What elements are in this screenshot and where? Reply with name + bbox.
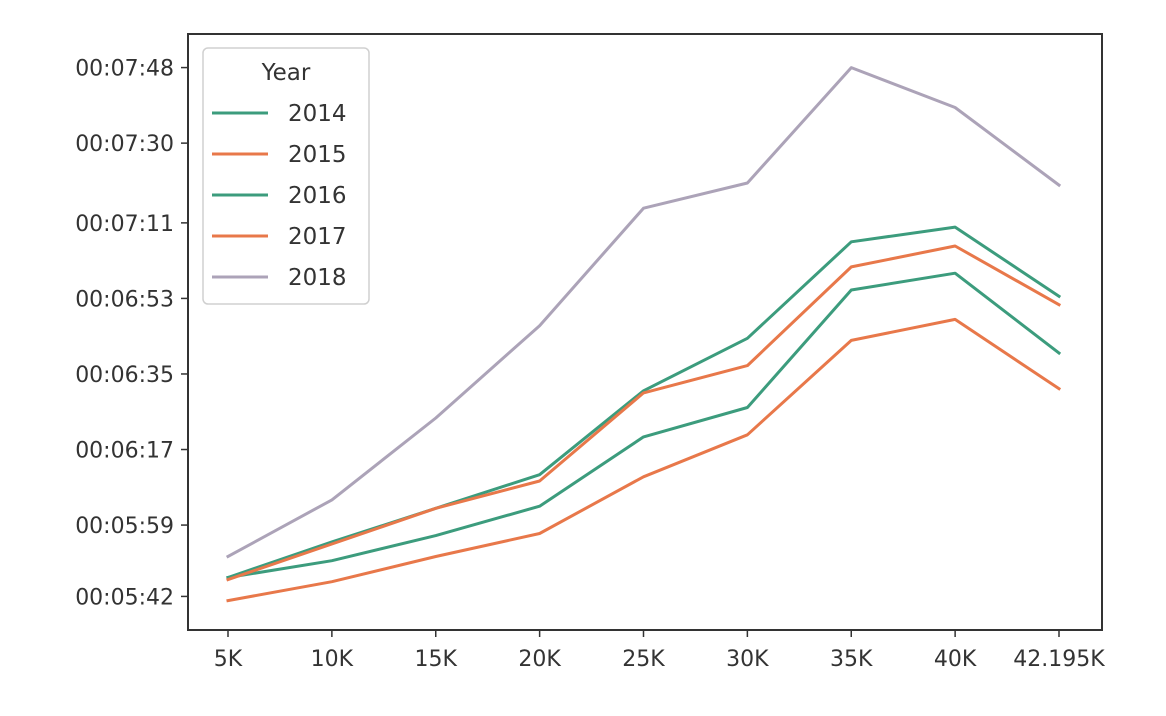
x-tick-label: 30K bbox=[726, 647, 769, 672]
y-tick-label: 00:05:59 bbox=[75, 514, 174, 539]
y-tick-label: 00:06:53 bbox=[75, 287, 174, 312]
x-tick-label: 35K bbox=[830, 647, 873, 672]
x-tick-label: 5K bbox=[214, 647, 243, 672]
y-tick-label: 00:06:35 bbox=[75, 363, 174, 388]
legend-label-2015: 2015 bbox=[288, 142, 347, 168]
x-tick-label: 42.195K bbox=[1013, 647, 1105, 672]
legend: Year 2014 2015 2016 2017 2018 bbox=[203, 48, 369, 304]
x-tick-label: 15K bbox=[415, 647, 458, 672]
x-tick-label: 40K bbox=[934, 647, 977, 672]
x-tick-label: 20K bbox=[518, 647, 561, 672]
y-tick-label: 00:07:30 bbox=[75, 132, 174, 157]
y-tick-label: 00:05:42 bbox=[75, 585, 174, 610]
x-axis: 5K 10K 15K 20K 25K 30K 35K 40K 42.195K bbox=[214, 630, 1105, 672]
y-tick-label: 00:07:11 bbox=[75, 212, 174, 237]
legend-title: Year bbox=[261, 60, 311, 86]
series-line-2014 bbox=[228, 273, 1059, 577]
series-line-2015 bbox=[228, 319, 1059, 600]
y-tick-label: 00:06:17 bbox=[75, 439, 174, 464]
x-tick-label: 10K bbox=[311, 647, 354, 672]
y-axis: 00:05:42 00:05:59 00:06:17 00:06:35 00:06:53… bbox=[75, 57, 188, 611]
legend-label-2016: 2016 bbox=[288, 183, 347, 209]
y-tick-label: 00:07:48 bbox=[75, 57, 174, 82]
x-tick-label: 25K bbox=[622, 647, 665, 672]
legend-label-2018: 2018 bbox=[288, 265, 347, 291]
legend-label-2014: 2014 bbox=[288, 101, 347, 127]
legend-label-2017: 2017 bbox=[288, 224, 347, 250]
